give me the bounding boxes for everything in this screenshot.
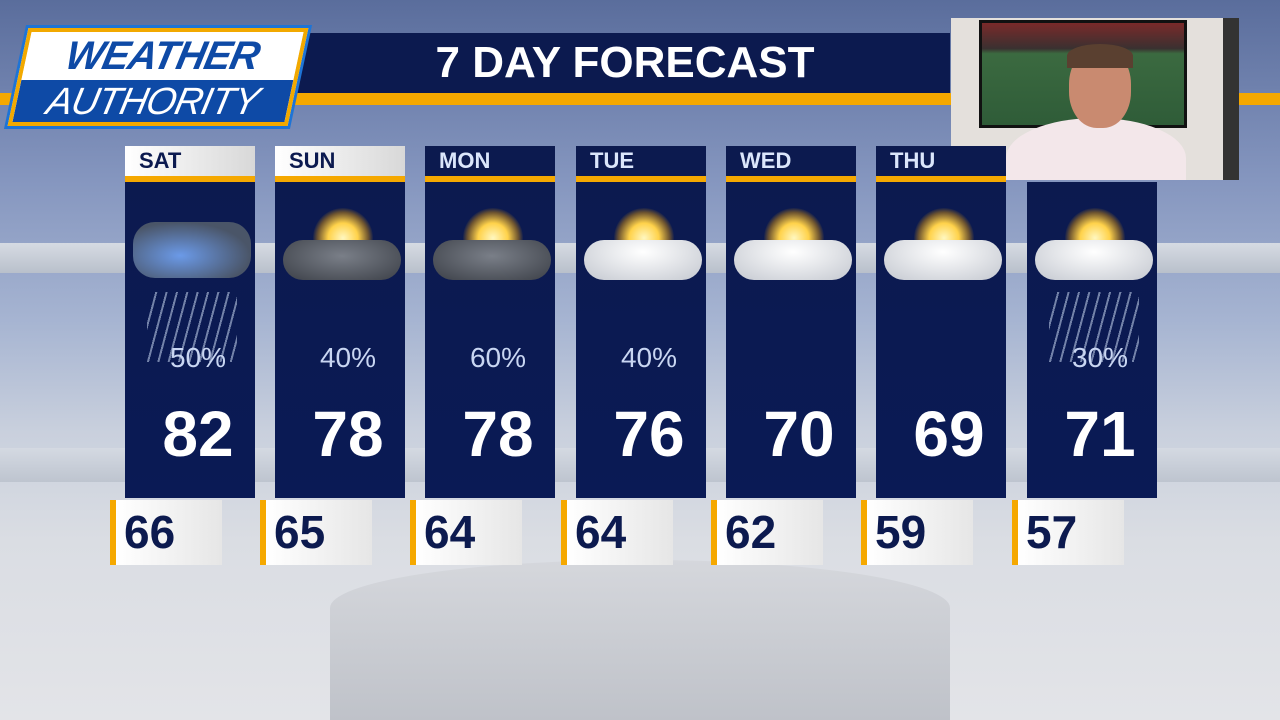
day-header-bar	[425, 176, 555, 182]
day-panel: 40% 76	[576, 182, 706, 498]
day-label: WED	[726, 146, 856, 176]
day-panel: 69	[876, 182, 1006, 498]
cloud-icon	[433, 240, 551, 280]
low-temp: 57	[1012, 500, 1124, 565]
partly-cloudy-showers-icon	[1027, 200, 1157, 362]
forecast-day-tue: TUE 40% 76	[576, 146, 706, 498]
precip-chance: 60%	[469, 342, 527, 373]
precip-chance: 40%	[620, 342, 678, 373]
low-temp: 64	[561, 500, 673, 565]
day-panel: 40% 78	[275, 182, 405, 498]
low-temp: 59	[861, 500, 973, 565]
forecast-day-mon: MON 60% 78	[425, 146, 555, 498]
precip-chance: 30%	[1071, 342, 1129, 373]
high-temp: 76	[613, 398, 685, 470]
forecast-day-sat: SAT 50% 82	[125, 146, 255, 498]
partly-cloudy-icon	[576, 200, 706, 300]
wall-edge	[1223, 18, 1239, 180]
forecast-day-sun: SUN 40% 78	[275, 146, 405, 498]
day-header-bar	[125, 176, 255, 182]
logo-text-bottom: AUTHORITY	[12, 80, 294, 124]
day-label: TUE	[576, 146, 706, 176]
cloud-icon	[584, 240, 702, 280]
day-label: THU	[876, 146, 1006, 176]
rain-icon	[1049, 292, 1139, 362]
background-stage	[330, 560, 950, 720]
low-temp: 62	[711, 500, 823, 565]
cloud-icon	[283, 240, 401, 280]
precip-chance: 50%	[169, 342, 227, 373]
page-title: 7 DAY FORECAST	[280, 33, 950, 93]
day-header-bar	[576, 176, 706, 182]
presenter-hair	[1067, 44, 1133, 68]
day-header-bar	[726, 176, 856, 182]
rain-icon	[147, 292, 237, 362]
low-temp: 64	[410, 500, 522, 565]
high-temp: 71	[1064, 398, 1136, 470]
logo-text-top: WEATHER	[21, 32, 304, 80]
mostly-cloudy-icon	[726, 200, 856, 300]
low-temp: 65	[260, 500, 372, 565]
weather-authority-logo: WEATHER AUTHORITY	[7, 28, 309, 126]
cloud-icon	[884, 240, 1002, 280]
day-panel: 70	[726, 182, 856, 498]
day-header-bar	[275, 176, 405, 182]
day-label: SAT	[125, 146, 255, 176]
high-temp: 69	[913, 398, 985, 470]
day-label: MON	[425, 146, 555, 176]
thunderstorm-rain-icon	[125, 200, 255, 362]
high-temp: 78	[462, 398, 534, 470]
day-panel: 30% 71	[1027, 182, 1157, 498]
high-temp: 70	[763, 398, 835, 470]
forecast-day-wed: WED 70	[726, 146, 856, 498]
cloud-icon	[133, 222, 251, 278]
low-temp: 66	[110, 500, 222, 565]
forecast-day-thu: THU 69	[876, 146, 1006, 498]
day-panel: 50% 82	[125, 182, 255, 498]
partly-cloudy-dark-icon	[275, 200, 405, 300]
partly-cloudy-dark-icon	[425, 200, 555, 300]
presenter-shirt	[1006, 118, 1186, 180]
high-temp: 82	[162, 398, 234, 470]
day-label: SUN	[275, 146, 405, 176]
forecast-day-fri: 30% 71	[1027, 146, 1157, 498]
high-temp: 78	[312, 398, 384, 470]
meteorologist-video-inset	[951, 18, 1239, 180]
day-panel: 60% 78	[425, 182, 555, 498]
day-header-hidden	[1027, 146, 1157, 182]
cloud-icon	[734, 240, 852, 280]
precip-chance: 40%	[319, 342, 377, 373]
partly-cloudy-icon	[876, 200, 1006, 300]
cloud-icon	[1035, 240, 1153, 280]
day-header-bar	[876, 176, 1006, 182]
